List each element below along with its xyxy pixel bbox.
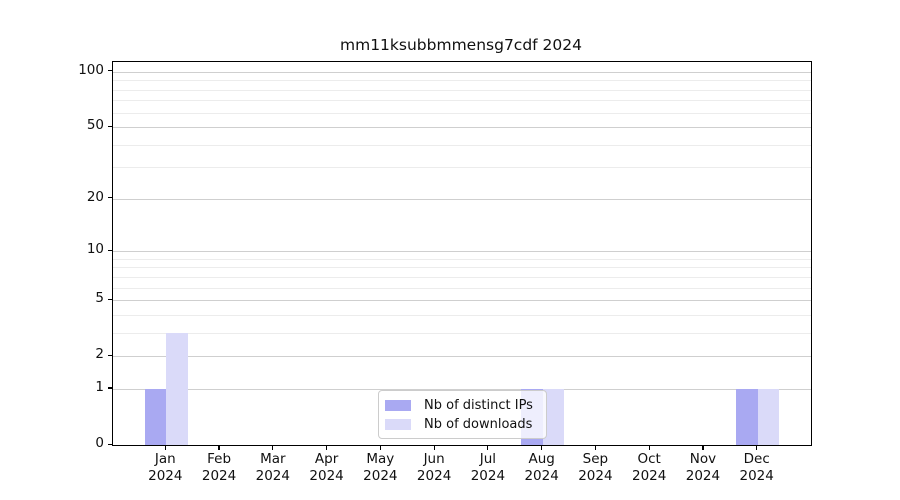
y-tick-label: 50 xyxy=(86,117,104,134)
major-gridline xyxy=(113,300,811,302)
y-tick-label: 20 xyxy=(86,188,104,205)
legend-item-distinct-ips: Nb of distinct IPs xyxy=(385,398,537,413)
x-tick-label-mar: Mar 2024 xyxy=(255,451,290,484)
minor-gridline xyxy=(113,112,811,114)
y-tick-mark xyxy=(108,443,112,445)
minor-gridline xyxy=(113,287,811,289)
legend-swatch-distinct-ips xyxy=(385,400,411,411)
y-tick-mark xyxy=(108,125,112,127)
x-tick-label-jul: Jul 2024 xyxy=(470,451,506,484)
y-tick-mark xyxy=(108,70,112,72)
x-tick-mark xyxy=(702,445,704,450)
minor-gridline xyxy=(113,80,811,82)
y-tick-mark xyxy=(108,298,112,300)
chart-title: mm11ksubbmmensg7cdf 2024 xyxy=(340,36,582,54)
x-tick-label-nov: Nov 2024 xyxy=(685,451,721,484)
minor-gridline xyxy=(113,267,811,269)
minor-gridline xyxy=(113,100,811,102)
legend-swatch-downloads xyxy=(385,419,411,430)
plot-area: Nb of distinct IPs Nb of downloads xyxy=(112,61,812,446)
x-tick-label-may: May 2024 xyxy=(363,451,398,484)
x-tick-mark xyxy=(594,445,596,450)
x-tick-label-oct: Oct 2024 xyxy=(631,451,667,484)
major-gridline xyxy=(113,388,811,390)
x-tick-mark xyxy=(218,445,220,450)
legend: Nb of distinct IPs Nb of downloads xyxy=(378,390,547,439)
x-tick-mark xyxy=(487,445,489,450)
minor-gridline xyxy=(113,314,811,316)
minor-gridline xyxy=(113,144,811,146)
x-tick-label-jan: Jan 2024 xyxy=(148,451,183,484)
x-tick-mark xyxy=(164,445,166,450)
legend-label-distinct-ips: Nb of distinct IPs xyxy=(424,398,533,413)
major-gridline xyxy=(113,71,811,73)
x-tick-label-aug: Aug 2024 xyxy=(524,451,559,484)
legend-label-downloads: Nb of downloads xyxy=(424,417,533,432)
x-tick-mark xyxy=(648,445,650,450)
x-tick-label-jun: Jun 2024 xyxy=(416,451,452,484)
y-tick-label: 0 xyxy=(95,435,104,451)
x-tick-mark xyxy=(541,445,543,450)
y-tick-mark xyxy=(108,354,112,356)
bar-downloads-jan xyxy=(166,332,188,445)
minor-gridline xyxy=(113,332,811,334)
y-tick-mark xyxy=(108,197,112,199)
y-tick-label: 10 xyxy=(86,241,104,258)
y-tick-mark xyxy=(108,387,112,389)
x-tick-label-sep: Sep 2024 xyxy=(578,451,613,484)
minor-gridline xyxy=(113,276,811,278)
minor-gridline xyxy=(113,167,811,169)
x-tick-mark xyxy=(272,445,274,450)
major-gridline xyxy=(113,127,811,129)
x-tick-mark xyxy=(433,445,435,450)
y-tick-label: 1 xyxy=(95,378,104,395)
x-tick-mark xyxy=(379,445,381,450)
bar-downloads-aug xyxy=(542,388,565,445)
bar-distinct-ips-dec xyxy=(736,388,758,445)
x-tick-label-feb: Feb 2024 xyxy=(201,451,237,484)
bar-downloads-dec xyxy=(757,388,780,445)
x-tick-label-apr: Apr 2024 xyxy=(309,451,344,484)
y-tick-label: 5 xyxy=(95,290,104,307)
x-tick-mark xyxy=(325,445,328,450)
y-tick-mark xyxy=(108,249,112,251)
y-tick-label: 100 xyxy=(78,61,104,78)
major-gridline xyxy=(113,251,811,253)
y-tick-label: 2 xyxy=(95,346,104,363)
x-tick-label-dec: Dec 2024 xyxy=(739,451,774,484)
major-gridline xyxy=(113,356,811,358)
legend-item-downloads: Nb of downloads xyxy=(385,417,537,432)
x-tick-mark xyxy=(756,445,758,450)
bar-distinct-ips-jan xyxy=(144,388,167,445)
minor-gridline xyxy=(113,89,811,91)
minor-gridline xyxy=(113,258,811,260)
major-gridline xyxy=(113,198,811,200)
